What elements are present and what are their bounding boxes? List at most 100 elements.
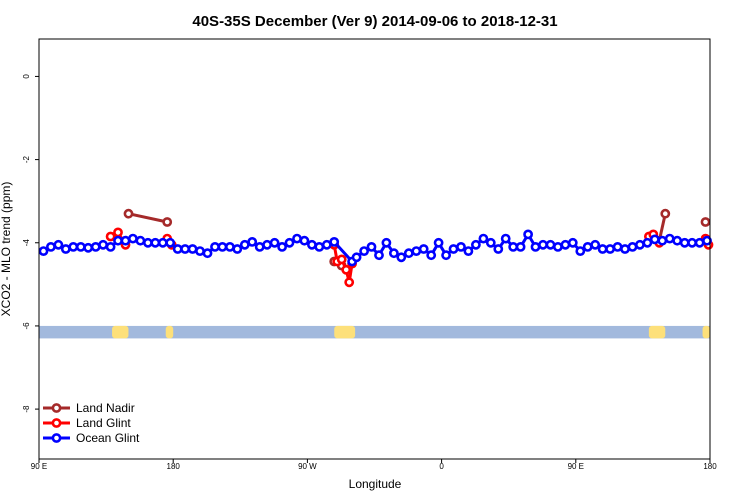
ocean-glint-point — [366, 241, 377, 252]
y-axis-label: XCO2 - MLO trend (ppm) — [0, 182, 13, 317]
ocean-glint-point — [485, 237, 496, 248]
ocean-glint-point — [530, 241, 541, 252]
ocean-glint-point — [523, 229, 533, 240]
land-nadir-line-0 — [128, 212, 168, 224]
ocean-glint-point — [113, 235, 123, 246]
ocean-glint-point — [202, 248, 213, 259]
legend-swatch-marker — [51, 403, 62, 413]
surface-band — [39, 325, 710, 339]
land-glint-point — [336, 254, 347, 265]
ocean-glint-point — [575, 246, 586, 256]
ocean-glint-point — [217, 241, 228, 252]
legend-item-land-nadir: Land Nadir — [43, 401, 135, 415]
ocean-glint-point — [247, 236, 258, 247]
ocean-glint-point — [195, 246, 205, 256]
legend-swatch-marker — [51, 433, 62, 443]
ocean-glint-point — [582, 241, 593, 252]
y-tick-label: -6 — [22, 322, 31, 330]
land-nadir-point — [660, 208, 671, 219]
land-glint-point — [105, 231, 116, 242]
legend-label: Land Nadir — [76, 401, 135, 415]
land-glint-point — [341, 264, 352, 275]
land-nadir-point — [162, 217, 173, 227]
ocean-glint-point — [75, 241, 86, 252]
x-tick-label: 90 E — [31, 462, 47, 471]
ocean-glint-point — [277, 241, 287, 252]
ocean-glint-point — [433, 237, 444, 248]
ocean-glint-point — [448, 244, 459, 254]
ocean-glint-point — [83, 242, 94, 253]
y-tick-label: 0 — [22, 74, 31, 79]
ocean-glint-point — [329, 236, 340, 247]
ocean-glint-point — [299, 235, 310, 246]
ocean-glint-point — [284, 237, 295, 248]
land-region-2 — [334, 325, 356, 339]
ocean-glint-point — [135, 235, 146, 246]
ocean-glint-point — [374, 250, 384, 261]
ocean-glint-point — [396, 252, 407, 263]
ocean-glint-point — [515, 241, 526, 252]
ocean-glint-point — [359, 246, 369, 256]
legend-item-land-glint: Land Glint — [43, 416, 131, 430]
land-region-0 — [112, 325, 129, 339]
ocean-glint-point — [642, 237, 653, 248]
series-land-nadir — [123, 208, 711, 271]
land-region-1 — [165, 325, 174, 339]
ocean-glint-point — [441, 250, 451, 261]
ocean-glint-point — [262, 239, 272, 250]
y-tick-label: -2 — [22, 155, 31, 163]
x-tick-label: 180 — [703, 462, 717, 471]
ocean-glint-point — [672, 235, 683, 246]
ocean-glint-point — [180, 244, 190, 254]
ocean-glint-point — [560, 239, 571, 250]
ocean-glint-point — [687, 237, 697, 248]
ocean-glint-point — [702, 235, 712, 246]
x-tick-label: 90 W — [298, 462, 317, 471]
ocean-glint-point — [567, 237, 578, 248]
series-ocean-glint — [38, 229, 712, 267]
ocean-glint-point — [590, 239, 601, 250]
ocean-glint-point — [493, 244, 504, 254]
y-axis: 0 -2 -4 -6 -8 — [22, 74, 39, 413]
land-region-4 — [702, 325, 710, 339]
ocean-glint-point — [381, 237, 392, 248]
chart-title: 40S-35S December (Ver 9) 2014-09-06 to 2… — [192, 13, 557, 30]
ocean-glint-point — [478, 233, 489, 244]
x-tick-label: 90 E — [568, 462, 584, 471]
series-layer — [38, 208, 714, 288]
legend-label: Ocean Glint — [76, 431, 140, 445]
land-nadir-point — [123, 208, 134, 219]
ocean-glint-point — [150, 237, 161, 248]
land-glint-point — [344, 277, 355, 288]
ocean-glint-point — [664, 233, 675, 244]
ocean-glint-point — [426, 250, 437, 261]
y-tick-label: -4 — [22, 239, 31, 247]
x-tick-label: 180 — [167, 462, 181, 471]
ocean-glint-point — [232, 244, 243, 254]
ocean-glint-point — [456, 241, 466, 252]
ocean-glint-point — [635, 239, 645, 250]
ocean-glint-point — [53, 239, 64, 250]
ocean-glint-point — [470, 239, 481, 250]
ocean-glint-point — [403, 248, 414, 259]
legend-item-ocean-glint: Ocean Glint — [43, 431, 140, 445]
ocean-glint-point — [105, 241, 116, 252]
land-nadir-point — [700, 217, 711, 227]
legend-swatch-marker — [51, 418, 62, 428]
land-region-3 — [648, 325, 666, 339]
x-axis: 90 E 180 90 W 0 90 E 180 — [31, 459, 717, 471]
y-tick-label: -8 — [22, 405, 31, 413]
ocean-glint-point — [605, 244, 615, 254]
land-glint-point — [113, 227, 123, 238]
ocean-glint-point — [351, 252, 362, 263]
x-axis-label: Longitude — [349, 477, 402, 491]
ocean-band — [39, 325, 710, 339]
ocean-glint-point — [314, 241, 325, 252]
ocean-glint-point — [620, 244, 630, 254]
ocean-glint-point — [463, 246, 474, 256]
x-tick-label: 0 — [439, 462, 444, 471]
ocean-glint-point — [60, 244, 71, 254]
ocean-glint-point — [553, 241, 563, 252]
